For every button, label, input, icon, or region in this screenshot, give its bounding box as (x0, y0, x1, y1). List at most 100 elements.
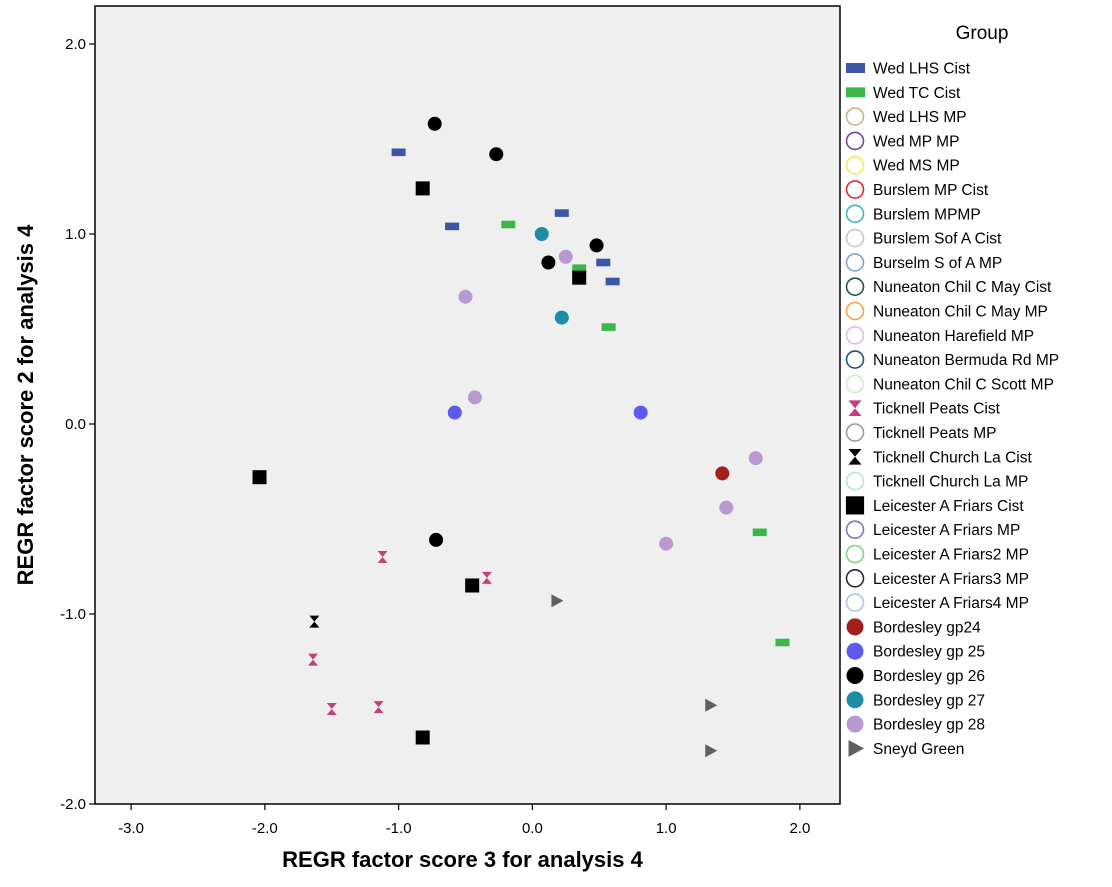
legend-label: Burselm S of A MP (873, 255, 1002, 272)
legend-label: Bordesley gp 28 (873, 717, 985, 734)
legend-item: Nuneaton Chil C Scott MP (845, 374, 1054, 393)
legend-item: Wed LHS MP (845, 107, 967, 126)
data-point (705, 698, 718, 712)
legend: Group Wed LHS Cist Wed TC Cist Wed LHS MP W… (845, 23, 1059, 758)
y-axis-title: REGR factor score 2 for analysis 4 (13, 224, 38, 585)
legend-item: Wed TC Cist (846, 85, 961, 102)
legend-label: Nuneaton Chil C Scott MP (873, 376, 1054, 393)
data-point (601, 323, 616, 331)
legend-swatch (845, 277, 865, 297)
data-point (719, 500, 734, 515)
data-point (554, 310, 569, 325)
data-point (775, 638, 790, 647)
legend-label: Bordesley gp24 (873, 619, 981, 636)
x-tick-label: 0.0 (522, 820, 543, 837)
legend-item: Nuneaton Bermuda Rd MP (845, 350, 1059, 369)
legend-label: Ticknell Church La Cist (873, 449, 1032, 466)
data-point (309, 615, 320, 628)
data-point (415, 730, 430, 745)
legend-item: Leicester A Friars MP (845, 520, 1020, 540)
legend-label: Burslem Sof A Cist (873, 231, 1002, 248)
data-points (252, 116, 790, 758)
legend-label: Burslem MPMP (873, 206, 981, 223)
data-point (551, 594, 564, 608)
legend-swatch (845, 155, 865, 175)
legend-item: Leicester A Friars3 MP (845, 568, 1029, 588)
legend-label: Nuneaton Bermuda Rd MP (873, 352, 1059, 369)
legend-item: Ticknell Peats Cist (848, 400, 1001, 418)
legend-item: Leicester A Friars Cist (845, 496, 1024, 515)
legend-swatch (845, 520, 865, 540)
legend-item: Nuneaton Chil C May MP (845, 301, 1048, 321)
data-point (447, 405, 462, 420)
legend-label: Sneyd Green (873, 741, 964, 758)
legend-item: Bordesley gp 25 (846, 642, 985, 661)
data-point (489, 147, 504, 162)
legend-swatch (845, 544, 865, 564)
data-point (605, 277, 620, 286)
x-tick-label: -2.0 (252, 820, 278, 837)
data-point (326, 703, 337, 715)
legend-label: Nuneaton Chil C May Cist (873, 279, 1052, 296)
data-point (308, 653, 319, 666)
legend-swatch (845, 350, 865, 369)
data-point (445, 222, 460, 231)
data-point (373, 701, 384, 714)
legend-label: Bordesley gp 27 (873, 692, 985, 709)
legend-label: Bordesley gp 25 (873, 644, 985, 661)
data-point (572, 264, 587, 272)
x-tick-label: -1.0 (386, 820, 412, 837)
legend-swatch (848, 739, 865, 757)
data-point (467, 390, 482, 405)
legend-swatch (845, 593, 865, 612)
data-point (541, 255, 556, 270)
legend-label: Leicester A Friars3 MP (873, 571, 1029, 588)
data-point (429, 532, 444, 547)
legend-item: Nuneaton Harefield MP (845, 325, 1034, 345)
y-axis: 2.0 1.0 0.0 -1.0 -2.0 (60, 36, 95, 813)
legend-swatch (846, 667, 864, 684)
legend-label: Wed LHS MP (873, 109, 967, 126)
legend-title: Group (956, 23, 1009, 44)
data-point (465, 578, 480, 593)
legend-item: Bordesley gp 26 (846, 667, 985, 685)
legend-swatch (845, 568, 865, 588)
data-point (377, 551, 388, 563)
legend-item: Burselm S of A MP (845, 253, 1002, 272)
y-tick-label: -1.0 (60, 606, 86, 623)
data-point (252, 470, 267, 485)
legend-item: Burslem MP Cist (845, 180, 989, 199)
legend-swatch (846, 63, 865, 73)
legend-swatch (845, 471, 865, 491)
legend-swatch (848, 400, 862, 417)
x-axis: -3.0 -2.0 -1.0 0.0 1.0 2.0 (118, 804, 810, 837)
data-point (534, 227, 549, 241)
legend-swatch (846, 691, 864, 709)
data-point (427, 116, 442, 131)
legend-swatch (845, 253, 865, 272)
data-point (596, 258, 611, 267)
data-point (458, 289, 473, 304)
legend-label: Leicester A Friars2 MP (873, 547, 1029, 564)
legend-swatch (845, 301, 865, 321)
legend-item: Burslem MPMP (845, 204, 981, 223)
legend-swatch (845, 180, 865, 199)
legend-swatch (845, 107, 865, 126)
legend-swatch (845, 228, 865, 248)
legend-label: Leicester A Friars4 MP (873, 595, 1029, 612)
y-tick-label: 0.0 (65, 416, 86, 433)
data-point (572, 270, 587, 285)
data-point (589, 238, 604, 253)
legend-item: Nuneaton Chil C May Cist (845, 277, 1052, 297)
legend-swatch (848, 448, 862, 465)
data-point (415, 181, 430, 196)
legend-label: Leicester A Friars MP (873, 522, 1020, 539)
data-point (633, 405, 648, 420)
data-point (391, 148, 406, 157)
data-point (752, 528, 767, 537)
legend-label: Ticknell Church La MP (873, 474, 1028, 491)
legend-label: Wed MP MP (873, 133, 959, 150)
legend-label: Burslem MP Cist (873, 182, 989, 199)
data-point (659, 536, 674, 551)
